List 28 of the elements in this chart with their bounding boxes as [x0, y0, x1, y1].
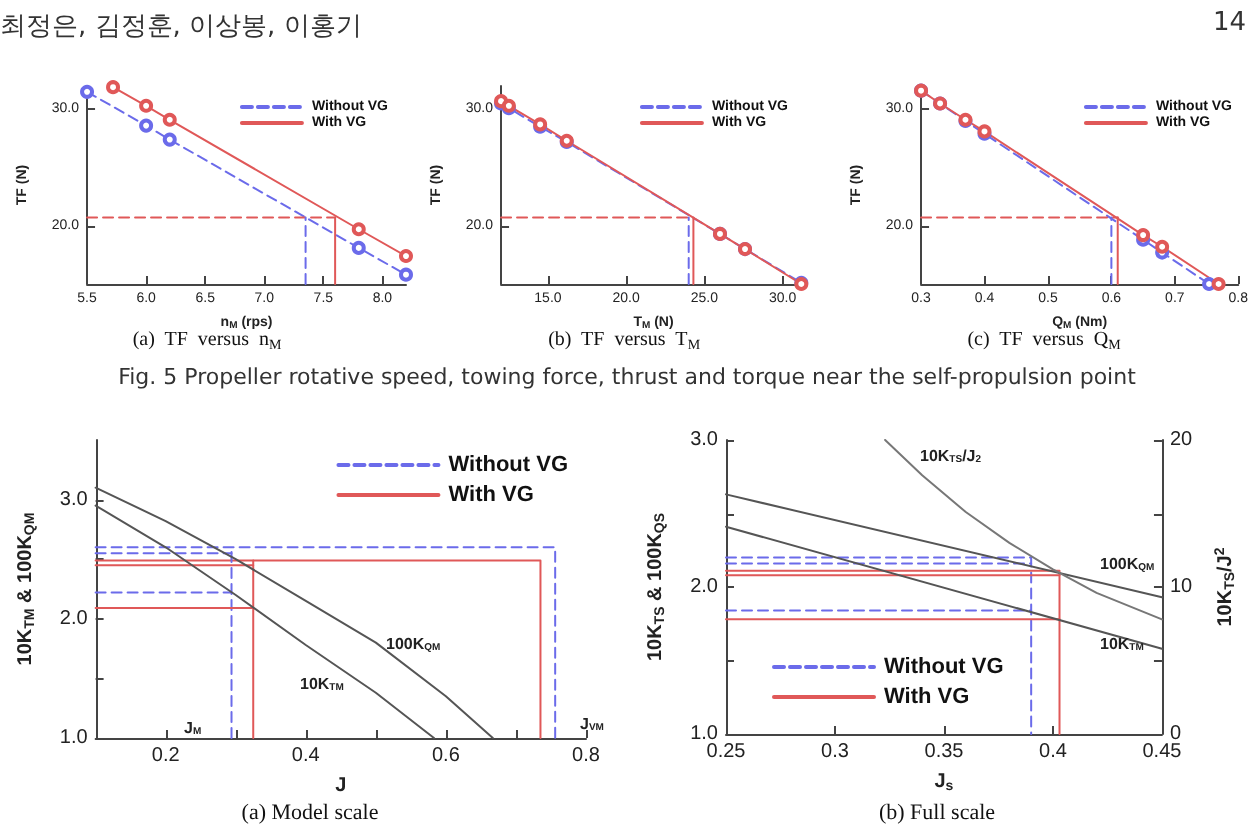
- y-tick-label: 3.0: [59, 488, 89, 511]
- text: 최정은, 김정훈, 이상봉, 이홍기: [0, 10, 362, 44]
- x-tick-label: 0.2: [151, 745, 181, 767]
- text: (b) Full scale: [878, 801, 996, 825]
- y-tick-label: 1.0: [59, 727, 89, 749]
- y-tick-label: 2.0: [690, 576, 719, 598]
- y-tick-label: 1.0: [690, 723, 719, 745]
- legend-label: Without VG: [448, 453, 569, 477]
- text: 14: [1212, 8, 1246, 38]
- x-tick-label: 0.8: [572, 745, 601, 767]
- legend-label: With VG: [884, 685, 970, 709]
- text: (a) Model scale: [241, 801, 379, 825]
- legend-label: With VG: [448, 483, 534, 507]
- y2-tick-label: 10: [1169, 576, 1194, 598]
- legend-label: Without VG: [884, 655, 1004, 679]
- x-tick-label: 0.6: [431, 745, 461, 767]
- y-tick-label: 2.0: [59, 607, 89, 630]
- y-tick-label: 3.0: [690, 429, 719, 451]
- caption: Fig. 5 Propeller rotative speed, towing force, thrust and torque near the self-propulsion point: [116, 364, 1138, 390]
- y2-tick-label: 0: [1169, 723, 1182, 745]
- x-axis-title: J: [335, 774, 347, 797]
- x-tick-label: 0.4: [1039, 741, 1068, 763]
- x-tick-label: 0.35: [924, 741, 965, 763]
- x-tick-label: 0.45: [1142, 741, 1183, 763]
- y2-tick-label: 20: [1169, 429, 1194, 451]
- x-tick-label: 0.4: [291, 745, 321, 767]
- x-tick-label: 0.25: [706, 741, 747, 763]
- x-tick-label: 0.3: [821, 741, 850, 763]
